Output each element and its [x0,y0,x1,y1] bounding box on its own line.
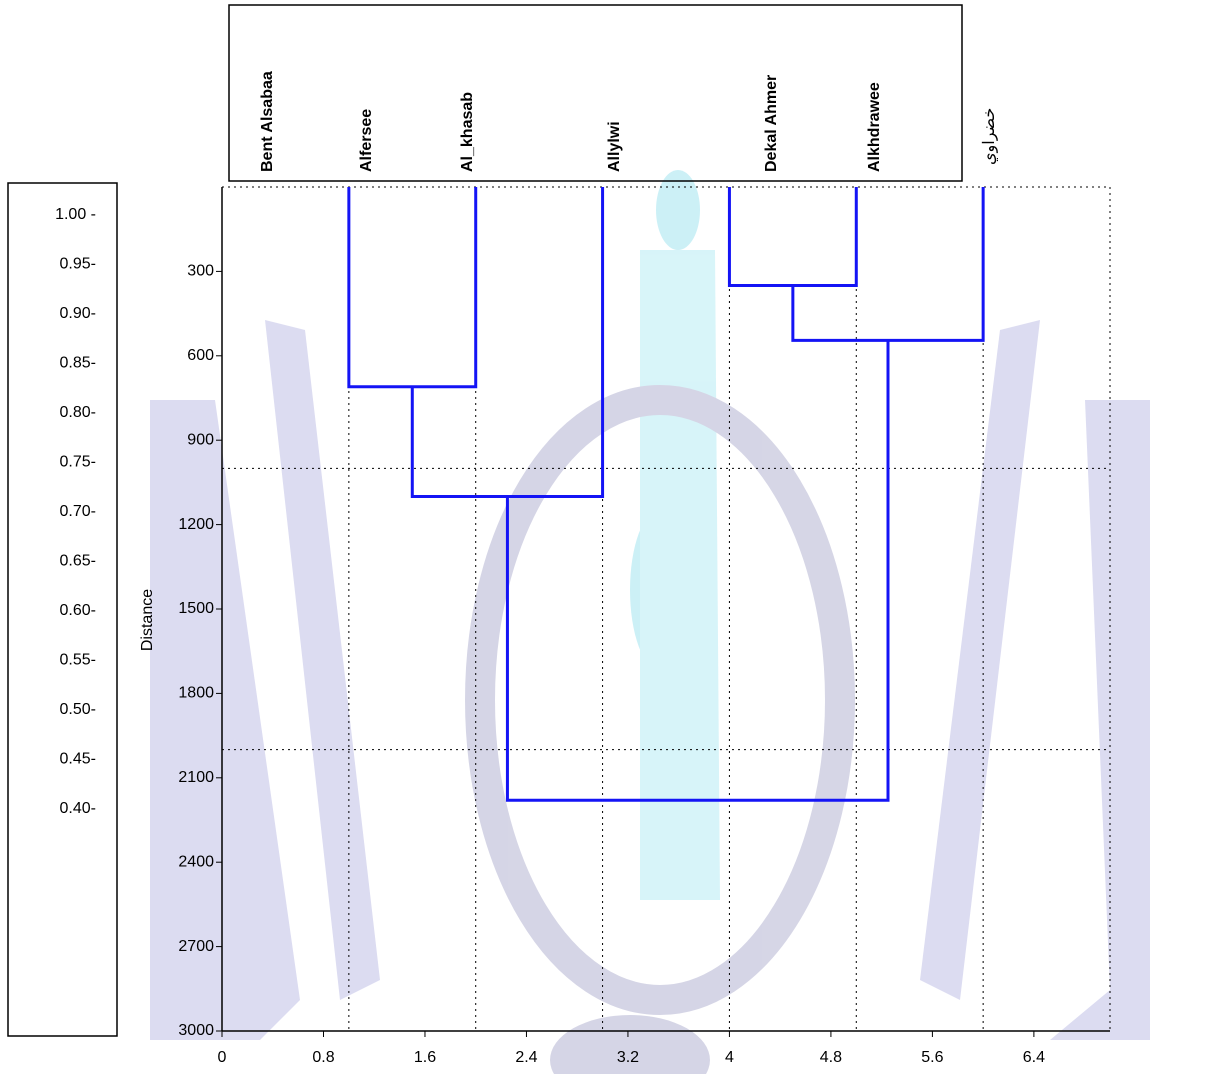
leaf-label: خضراوي [981,108,998,165]
leaf-label: Dekal Ahmer [763,75,780,172]
x-tick-label: 0 [218,1049,227,1066]
y-tick-label: 600 [187,347,214,364]
y-tick-label: 300 [187,263,214,280]
scale-label: 0.55- [60,652,96,669]
y-axis-label: Distance [139,589,156,651]
x-tick-label: 1.6 [414,1049,436,1066]
link [729,187,856,285]
scale-label: 0.75- [60,454,96,471]
link [349,187,476,387]
x-tick-label: 0.8 [312,1049,334,1066]
chart: Distance 300 600 900 1200 1500 1800 2100 2400 27… [0,0,1227,1074]
label-box [229,5,962,181]
y-tick-label: 1500 [178,600,214,617]
scale-label: 0.50- [60,701,96,718]
scale-label: 0.85- [60,355,96,372]
link [793,187,983,340]
leaf-label: Alfersee [358,109,375,172]
scale-label: 0.40- [60,800,96,817]
y-tick-label: 3000 [178,1022,214,1039]
leaf-label: Bent Alsabaa [259,71,276,172]
x-tick-label: 4.8 [820,1049,842,1066]
scale-label: 0.60- [60,602,96,619]
scale-label: 0.65- [60,553,96,570]
x-tick-label: 5.6 [921,1049,943,1066]
scale-label: 1.00 - [55,206,96,223]
y-tick-label: 2400 [178,853,214,870]
watermark [150,170,1150,1074]
y-tick-label: 1800 [178,685,214,702]
scale-label: 0.45- [60,751,96,768]
x-tick-label: 6.4 [1023,1049,1045,1066]
y-tick-label: 2100 [178,769,214,786]
leaf-label: Allylwi [606,121,623,172]
scale-label: 0.80- [60,404,96,421]
y-tick-label: 2700 [178,938,214,955]
scale-label: 0.95- [60,256,96,273]
x-tick-label: 2.4 [515,1049,537,1066]
y-tick-label: 1200 [178,516,214,533]
scale-label: 0.70- [60,503,96,520]
leaf-label: Al_khasab [459,92,476,172]
x-tick-label: 3.2 [617,1049,639,1066]
x-tick-label: 4 [725,1049,734,1066]
scale-label: 0.90- [60,305,96,322]
leaf-label: Alkhdrawee [866,82,883,172]
y-tick-label: 900 [187,431,214,448]
